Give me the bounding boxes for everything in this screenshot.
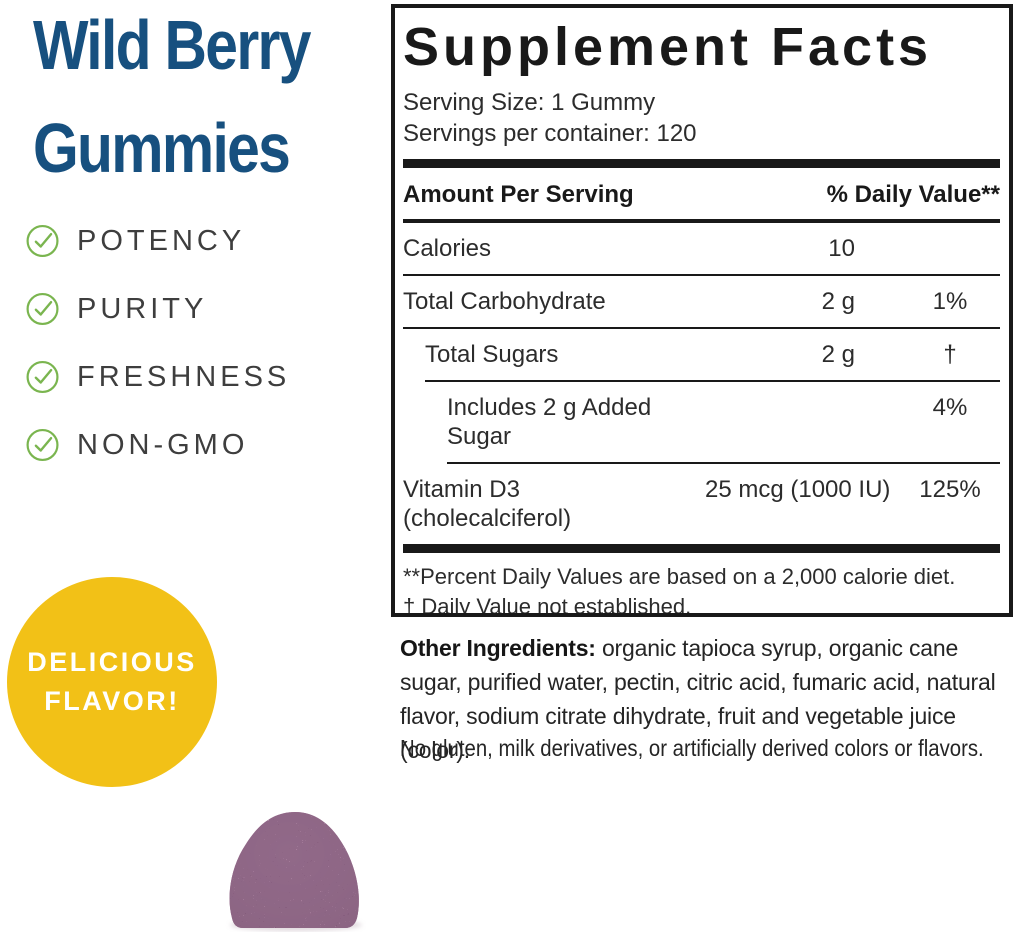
feature-item: NON-GMO [24, 424, 290, 466]
header-amount-per-serving: Amount Per Serving [403, 181, 634, 209]
feature-list: POTENCY PURITY FRESHNESS NON-GMO [24, 220, 290, 492]
row-divider [447, 462, 1000, 465]
other-ingredients-text: organic tapioca syrup, organic cane suga… [400, 635, 996, 763]
row-divider [425, 380, 1000, 383]
row-name: Includes 2 g Added Sugar [447, 394, 652, 451]
supplement-row: Calories 10 [403, 223, 1000, 274]
feature-label: POTENCY [77, 224, 246, 257]
supplement-facts-title: Supplement Facts [403, 17, 933, 77]
other-ingredients: Other Ingredients: organic tapioca syrup… [400, 631, 1020, 767]
row-amount: 10 [828, 235, 855, 263]
row-amount: 25 mcg (1000 IU) [705, 476, 891, 504]
supplement-row: Vitamin D3 (cholecalciferol) 25 mcg (100… [403, 464, 1000, 544]
supplement-row: Includes 2 g Added Sugar 4% [403, 382, 1000, 462]
row-divider [403, 327, 1000, 330]
allergen-statement: No gluten, milk derivatives, or artifici… [400, 735, 984, 761]
gummy-image [229, 812, 362, 931]
feature-item: FRESHNESS [24, 356, 290, 398]
supplement-row: Total Carbohydrate 2 g 1% [403, 276, 1000, 327]
row-amount: 2 g [821, 341, 855, 369]
feature-item: POTENCY [24, 220, 290, 262]
row-dv: † [943, 341, 957, 369]
product-title-line2: Gummies [33, 109, 291, 187]
table-header: Amount Per Serving % Daily Value** [403, 168, 1000, 219]
row-amount: 2 g [821, 288, 855, 316]
row-divider [403, 274, 1000, 277]
flavor-badge-line1: DELICIOUS [27, 647, 197, 677]
check-circle-icon [26, 428, 59, 462]
row-dv: 1% [932, 288, 968, 316]
header-daily-value: % Daily Value** [826, 181, 1000, 209]
divider-thick-bottom [403, 544, 1000, 554]
divider-header [403, 219, 1000, 224]
flavor-badge-line2: FLAVOR! [44, 686, 180, 716]
product-title-line1: Wild Berry [33, 6, 311, 84]
row-name: Calories [403, 235, 492, 263]
row-dv: 125% [919, 476, 981, 504]
servings-per-container: Servings per container: 120 [403, 120, 697, 148]
divider-thick-top [403, 159, 1000, 169]
row-name: Vitamin D3 (cholecalciferol) [403, 476, 572, 533]
feature-label: NON-GMO [77, 428, 249, 461]
check-circle-icon [26, 224, 59, 258]
product-title: Wild Berry Gummies [33, 0, 386, 200]
row-dv: 4% [932, 394, 968, 422]
footnotes: **Percent Daily Values are based on a 2,… [403, 562, 1000, 617]
flavor-badge: DELICIOUS FLAVOR! [7, 577, 217, 787]
row-name: Total Sugars [425, 341, 559, 369]
supplement-row: Total Sugars 2 g † [403, 329, 1000, 380]
other-ingredients-label: Other Ingredients: [400, 635, 596, 661]
feature-label: PURITY [77, 292, 208, 325]
feature-item: PURITY [24, 288, 290, 330]
supplement-rows: Calories 10 Total Carbohydrate 2 g 1% To… [403, 223, 1000, 544]
check-circle-icon [26, 360, 59, 394]
footnote-daily-values: **Percent Daily Values are based on a 2,… [403, 564, 956, 590]
serving-size: Serving Size: 1 Gummy [403, 89, 656, 117]
supplement-facts-panel: Supplement Facts Serving Size: 1 Gummy S… [391, 4, 1013, 617]
row-name: Total Carbohydrate [403, 288, 606, 316]
footnote-dagger: † Daily Value not established. [403, 594, 692, 617]
feature-label: FRESHNESS [77, 360, 291, 393]
check-circle-icon [26, 292, 59, 326]
